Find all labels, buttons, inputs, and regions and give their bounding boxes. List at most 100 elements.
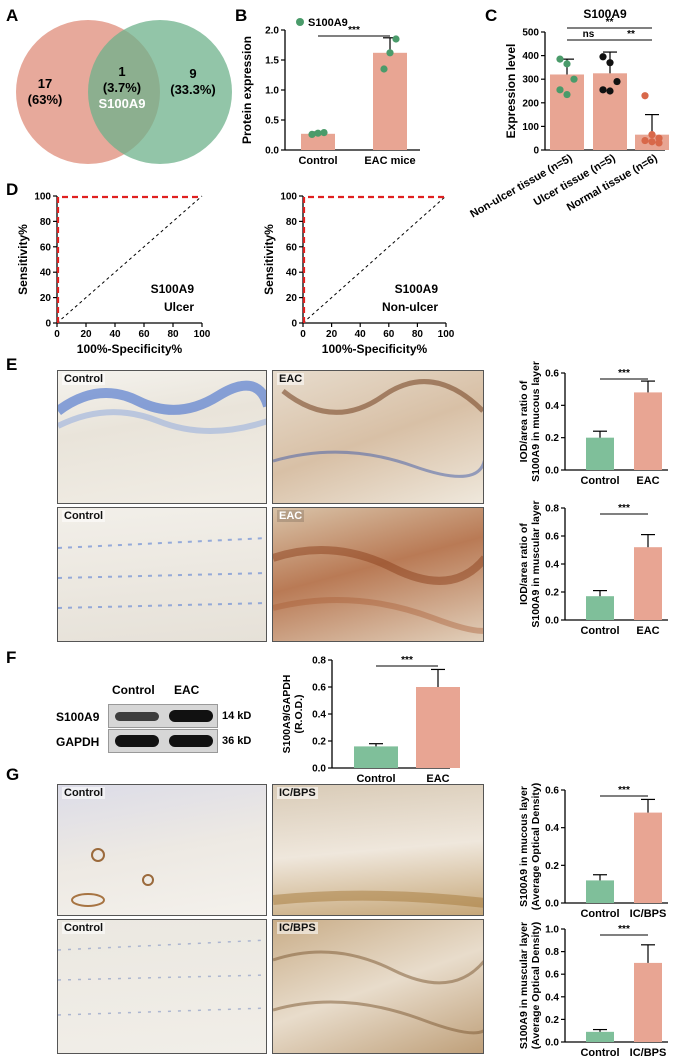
F-y-axis-label-line2: (R.O.D.) — [293, 694, 305, 733]
D2-annotation-2: Non-ulcer — [382, 300, 438, 314]
D2-y-tick-label: 0 — [291, 319, 297, 330]
blot-strip-gapdh — [108, 729, 218, 753]
micrograph-g-control-mucous: Control — [57, 784, 267, 916]
G1-y-tick-label: 0.2 — [545, 861, 559, 872]
venn-overlap-name: S100A9 — [99, 96, 146, 111]
B-legend-marker — [296, 18, 304, 26]
G1-y-tick-label: 0.4 — [545, 823, 559, 834]
F-y-tick-label: 0.6 — [312, 683, 326, 694]
E2-bar — [634, 547, 662, 620]
C-data-point — [606, 59, 614, 67]
venn-right-pct: (33.3%) — [170, 82, 216, 97]
D1-x-tick-label: 60 — [138, 329, 150, 340]
B-data-point — [392, 35, 400, 43]
micrograph-label: EAC — [277, 373, 305, 385]
blot-band — [169, 710, 213, 722]
B-y-tick-label: 1.0 — [265, 86, 279, 97]
panel-letter-e: E — [6, 355, 17, 374]
D1-y-axis-label: Sensitivity% — [16, 224, 30, 295]
D2-roc-curve — [302, 195, 446, 323]
F-bar — [416, 687, 460, 768]
C-bar — [593, 73, 627, 150]
C-data-point — [556, 55, 564, 63]
D1-y-tick-label: 0 — [45, 319, 51, 330]
micrograph-label: EAC — [277, 510, 305, 522]
C-y-tick-label: 400 — [522, 51, 539, 62]
C-data-point — [655, 139, 663, 147]
C-y-tick-label: 500 — [522, 28, 539, 39]
C-data-point — [641, 92, 649, 100]
tissue-texture — [58, 537, 266, 609]
E2-bar — [586, 596, 614, 620]
blot-kd-36: 36 kD — [222, 735, 252, 747]
D2-y-axis-label: Sensitivity% — [262, 224, 276, 295]
E2-y-axis-label-line1: IOD/area ratio of — [518, 523, 530, 605]
B-data-point — [380, 65, 388, 73]
D1-roc-curve — [56, 195, 202, 323]
B-category-label: EAC mice — [364, 155, 415, 167]
F-sig-label: *** — [401, 655, 413, 666]
micrograph-label: Control — [62, 510, 106, 522]
E1-y-tick-label: 0.2 — [545, 433, 559, 444]
micrograph-label: Control — [62, 787, 106, 799]
E1-y-tick-label: 0.6 — [545, 369, 559, 380]
G2-y-tick-label: 0.8 — [545, 947, 559, 958]
venn-overlap-pct: (3.7%) — [103, 80, 141, 95]
E1-sig-label: *** — [618, 368, 630, 379]
B-data-point — [386, 49, 394, 57]
E1-y-tick-label: 0.0 — [545, 466, 559, 477]
C-y-tick-label: 300 — [522, 75, 539, 86]
G2-y-tick-label: 0.0 — [545, 1038, 559, 1049]
D1-reference-line — [56, 195, 203, 324]
G1-sig-label: *** — [618, 785, 630, 796]
C-data-point — [613, 77, 621, 86]
C-data-point — [556, 86, 564, 94]
C-bar — [550, 74, 584, 150]
D2-x-tick-label: 40 — [355, 329, 367, 340]
G2-y-axis-label-line1: S100A9 in muscular layer — [518, 922, 530, 1049]
blot-col-control: Control — [112, 683, 155, 697]
E2-category-label: Control — [580, 625, 619, 637]
D2-y-tick-label: 40 — [286, 268, 298, 279]
E2-y-tick-label: 0.0 — [545, 616, 559, 627]
B-y-tick-label: 2.0 — [265, 26, 279, 37]
B-data-point — [308, 130, 316, 138]
C-sig-label: ** — [606, 17, 614, 28]
G2-y-tick-label: 0.2 — [545, 1015, 559, 1026]
G1-bar — [634, 812, 662, 903]
E2-sig-label: *** — [618, 503, 630, 514]
D1-annotation-1: S100A9 — [151, 282, 195, 296]
E2-y-tick-label: 0.8 — [545, 504, 559, 515]
G2-y-axis-label-line2: (Average Optical Density) — [530, 922, 542, 1049]
C-data-point — [606, 87, 614, 95]
B-sig-label: *** — [348, 25, 360, 36]
E1-bar — [634, 392, 662, 470]
micrograph-e-control-muscular: Control — [57, 507, 267, 642]
C-sig-label: ns — [583, 29, 595, 40]
venn-overlap-count: 1 — [118, 64, 125, 79]
E2-category-label: EAC — [636, 625, 659, 637]
D2-x-tick-label: 60 — [383, 329, 395, 340]
E1-category-label: Control — [580, 475, 619, 487]
western-blot: Control EAC S100A9 GAPDH 14 kD 36 kD — [56, 683, 266, 753]
G2-sig-label: *** — [618, 924, 630, 935]
blot-strip-s100a9 — [108, 704, 218, 728]
D2-x-tick-label: 100 — [438, 329, 455, 340]
D1-y-tick-label: 40 — [40, 268, 52, 279]
B-bar — [301, 133, 335, 150]
blot-row-s100a9: S100A9 — [56, 710, 100, 724]
C-data-point — [648, 138, 656, 146]
C-data-point — [641, 136, 649, 145]
tissue-texture — [273, 379, 483, 478]
B-y-tick-label: 1.5 — [265, 56, 279, 67]
D2-x-tick-label: 80 — [412, 329, 424, 340]
micrograph-label: Control — [62, 373, 106, 385]
G1-y-tick-label: 0.6 — [545, 786, 559, 797]
C-data-point — [570, 75, 578, 83]
G2-y-tick-label: 0.4 — [545, 992, 559, 1003]
F-category-label: Control — [356, 773, 395, 785]
G2-bar — [634, 962, 662, 1042]
D1-annotation-2: Ulcer — [164, 300, 194, 314]
E1-bar — [586, 437, 614, 470]
